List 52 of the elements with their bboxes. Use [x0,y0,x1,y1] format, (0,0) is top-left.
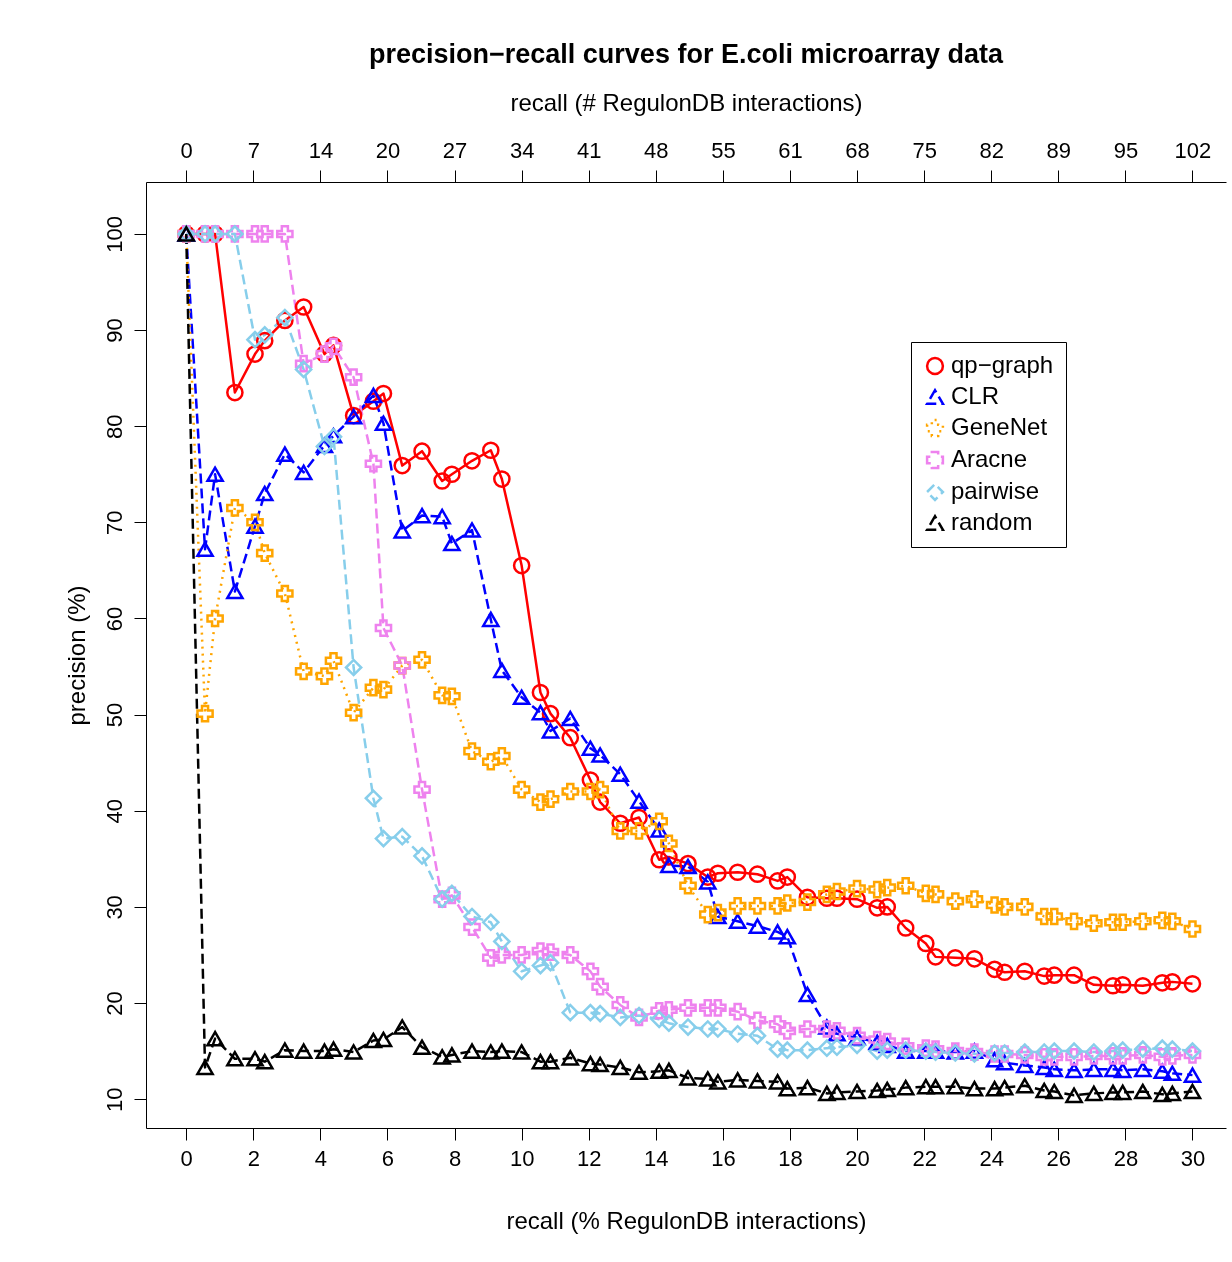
x2-tick-label: 27 [442,137,468,163]
x2-tick-label: 48 [644,137,669,163]
x2-tick-label: 68 [845,137,870,163]
y-axis-title: precision (%) [62,585,90,726]
x-tick-label: 22 [912,1145,937,1171]
x2-tick-label: 82 [979,137,1004,163]
x-tick-label: 26 [1046,1145,1072,1171]
legend-label: GeneNet [951,413,1048,440]
x2-tick-label: 7 [247,137,260,163]
x-tick-label: 0 [180,1145,193,1171]
legend-label: pairwise [951,477,1040,504]
legend-label: CLR [951,382,1000,409]
y-tick-label: 90 [101,318,127,343]
x2-tick-label: 102 [1174,137,1212,163]
y-tick-label: 20 [101,991,127,1016]
x2-tick-label: 55 [711,137,736,163]
legend-label: qp−graph [951,351,1054,378]
x-tick-label: 24 [979,1145,1004,1171]
legend-label: Aracne [951,445,1028,472]
legend-label: random [951,508,1033,535]
x-tick-label: 8 [448,1145,462,1171]
x-tick-label: 16 [711,1145,736,1171]
y-tick-label: 80 [101,414,127,439]
y-tick-label: 50 [101,702,127,728]
x2-tick-label: 61 [778,137,803,163]
x2-axis-title: recall (# RegulonDB interactions) [510,88,863,116]
chart-title: precision−recall curves for E.coli microarray data [368,39,1004,69]
x-tick-label: 12 [576,1145,602,1171]
y-tick-label: 10 [101,1087,127,1112]
y-tick-label: 40 [101,799,127,824]
x2-tick-label: 41 [576,137,602,163]
x-tick-label: 6 [381,1145,395,1171]
x-axis-title: recall (% RegulonDB interactions) [506,1206,867,1234]
x-tick-label: 20 [845,1145,870,1171]
x-tick-label: 10 [509,1145,535,1171]
x-tick-label: 2 [247,1145,260,1171]
x2-tick-label: 34 [509,137,535,163]
y-tick-label: 30 [101,895,127,920]
x2-tick-label: 75 [912,137,937,163]
y-tick-label: 100 [101,216,127,253]
x-tick-label: 18 [778,1145,803,1171]
x2-tick-label: 14 [308,137,334,163]
x2-tick-label: 20 [375,137,401,163]
y-tick-label: 70 [101,510,127,536]
y-tick-label: 60 [101,606,127,632]
x-tick-label: 30 [1180,1145,1206,1171]
x-tick-label: 28 [1113,1145,1139,1171]
x2-tick-label: 0 [180,137,193,163]
x-tick-label: 4 [314,1145,328,1171]
x2-tick-label: 95 [1113,137,1139,163]
x2-tick-label: 89 [1046,137,1072,163]
x-tick-label: 14 [644,1145,669,1171]
